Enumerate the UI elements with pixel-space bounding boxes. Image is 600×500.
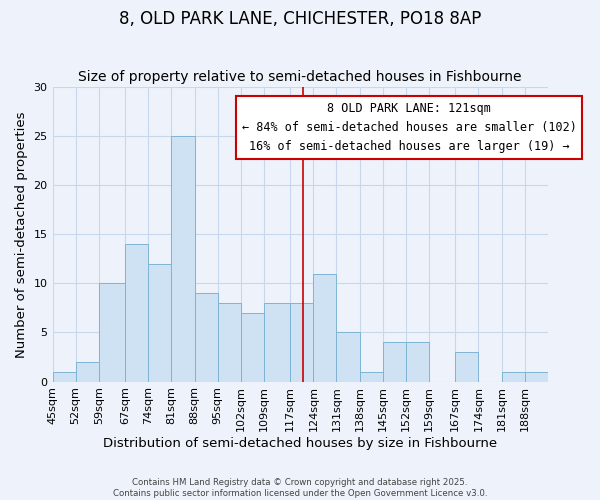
- Text: Contains HM Land Registry data © Crown copyright and database right 2025.
Contai: Contains HM Land Registry data © Crown c…: [113, 478, 487, 498]
- Bar: [148, 264, 172, 382]
- Bar: [76, 362, 99, 382]
- Bar: [406, 342, 429, 382]
- Bar: [337, 332, 359, 382]
- Bar: [313, 274, 337, 382]
- Bar: [194, 293, 218, 382]
- Title: Size of property relative to semi-detached houses in Fishbourne: Size of property relative to semi-detach…: [79, 70, 522, 85]
- Bar: [455, 352, 478, 382]
- Bar: [502, 372, 524, 382]
- Bar: [172, 136, 194, 382]
- Text: 8 OLD PARK LANE: 121sqm
← 84% of semi-detached houses are smaller (102)
16% of s: 8 OLD PARK LANE: 121sqm ← 84% of semi-de…: [242, 102, 577, 153]
- Bar: [241, 313, 264, 382]
- Bar: [359, 372, 383, 382]
- Bar: [290, 303, 313, 382]
- Y-axis label: Number of semi-detached properties: Number of semi-detached properties: [15, 111, 28, 358]
- Bar: [383, 342, 406, 382]
- Bar: [53, 372, 76, 382]
- Bar: [264, 303, 290, 382]
- Bar: [218, 303, 241, 382]
- Text: 8, OLD PARK LANE, CHICHESTER, PO18 8AP: 8, OLD PARK LANE, CHICHESTER, PO18 8AP: [119, 10, 481, 28]
- Bar: [99, 284, 125, 382]
- X-axis label: Distribution of semi-detached houses by size in Fishbourne: Distribution of semi-detached houses by …: [103, 437, 497, 450]
- Bar: [524, 372, 548, 382]
- Bar: [125, 244, 148, 382]
